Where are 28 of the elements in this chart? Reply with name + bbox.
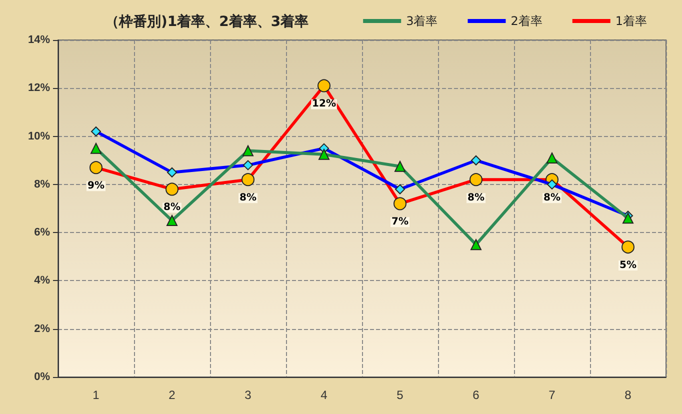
y-tick-label: 2% (34, 322, 50, 335)
x-tick-label: 6 (472, 388, 480, 402)
y-tick-label: 14% (28, 34, 50, 46)
x-tick-label: 1 (92, 388, 100, 402)
y-tick-label: 10% (28, 130, 50, 142)
data-label: 8% (164, 202, 180, 214)
y-tick-label: 12% (28, 82, 50, 94)
legend-label: 1着率 (615, 14, 648, 28)
data-label: 7% (392, 216, 408, 228)
x-tick-label: 2 (168, 388, 176, 402)
data-label: 12% (312, 98, 336, 110)
data-label: 8% (544, 192, 560, 204)
y-tick-label: 8% (34, 178, 50, 190)
chart-title: （枠番別)1着率、2着率、3着率 (105, 13, 309, 30)
x-tick-label: 7 (548, 388, 556, 402)
data-label: 8% (240, 192, 256, 204)
x-tick-label: 8 (624, 388, 632, 402)
y-tick-label: 4% (34, 274, 50, 287)
x-tick-label: 3 (244, 388, 252, 402)
data-label: 9% (88, 180, 104, 192)
legend-label: 2着率 (510, 14, 542, 28)
y-tick-label: 0% (34, 371, 50, 383)
data-label: 8% (468, 192, 484, 204)
y-tick-label: 6% (34, 226, 50, 239)
legend-label: 3着率 (406, 14, 438, 28)
data-label: 5% (620, 260, 636, 272)
x-tick-label: 5 (396, 388, 404, 402)
x-tick-label: 4 (320, 388, 328, 402)
